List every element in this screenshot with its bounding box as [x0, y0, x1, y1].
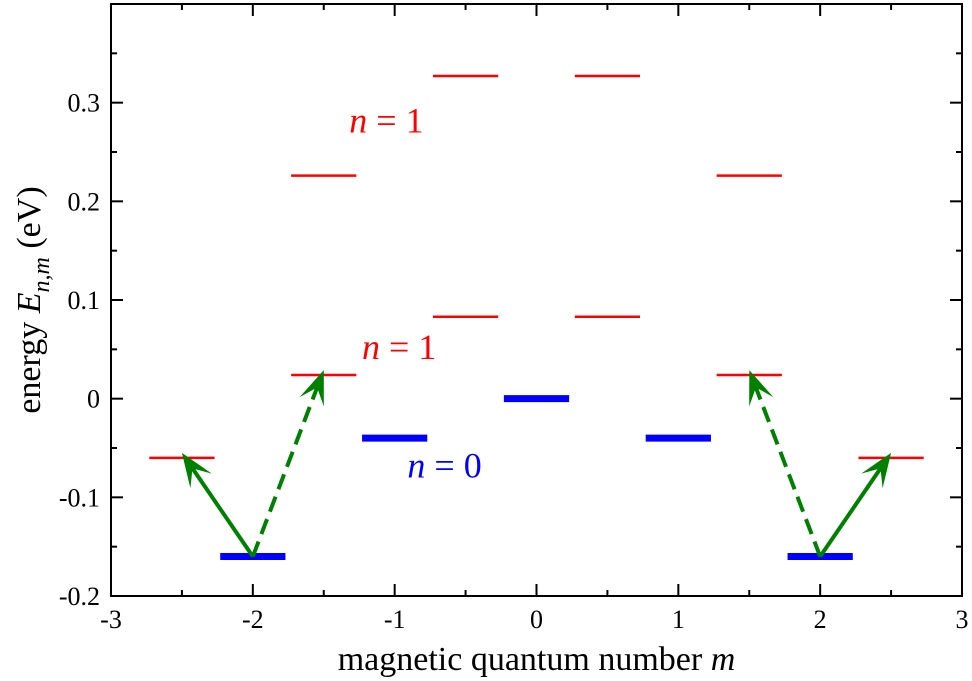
- annotation-n0: n = 0: [407, 446, 481, 486]
- tick-labels: -3 -2 -1 0 1 2 3 -0.2 -0.1 0 0.1 0.2 0.3: [59, 89, 969, 634]
- x-tick-label: 1: [672, 605, 685, 634]
- arrow-head: [749, 370, 774, 407]
- y-tick-label: -0.1: [59, 483, 100, 512]
- x-tick-label: 0: [530, 605, 543, 634]
- ticks: [110, 4, 963, 597]
- annotation-n1: n = 1: [349, 100, 423, 140]
- transition-arrow-solid: [185, 460, 255, 558]
- plot-frame: [110, 3, 963, 597]
- x-tick-label: -1: [384, 605, 406, 634]
- transition-arrow-solid: [818, 460, 888, 558]
- y-tick-label: 0.2: [68, 187, 101, 216]
- transition-arrow-dashed: [750, 378, 823, 558]
- axis-labels: magnetic quantum number m energy En,m (eV…: [11, 186, 735, 678]
- y-tick-label: 0.1: [68, 286, 101, 315]
- level-annotations: n = 1 n = 1 n = 0: [349, 100, 481, 485]
- annotation-n1: n = 1: [362, 327, 436, 367]
- y-axis-label: energy En,m (eV): [11, 186, 55, 413]
- arrow-head: [299, 370, 324, 407]
- y-tick-label: 0: [87, 385, 100, 414]
- y-tick-label: -0.2: [59, 582, 100, 611]
- transition-arrow-dashed: [250, 378, 323, 558]
- energy-levels: [149, 74, 924, 561]
- arrow-head: [861, 452, 892, 489]
- x-tick-label: 3: [956, 605, 969, 634]
- x-tick-label: -2: [242, 605, 264, 634]
- y-tick-label: 0.3: [68, 89, 101, 118]
- x-tick-label: 2: [814, 605, 827, 634]
- transition-arrows: [181, 370, 892, 558]
- x-axis-label: magnetic quantum number m: [338, 641, 736, 678]
- x-tick-label: -3: [100, 605, 122, 634]
- arrow-head: [181, 452, 212, 489]
